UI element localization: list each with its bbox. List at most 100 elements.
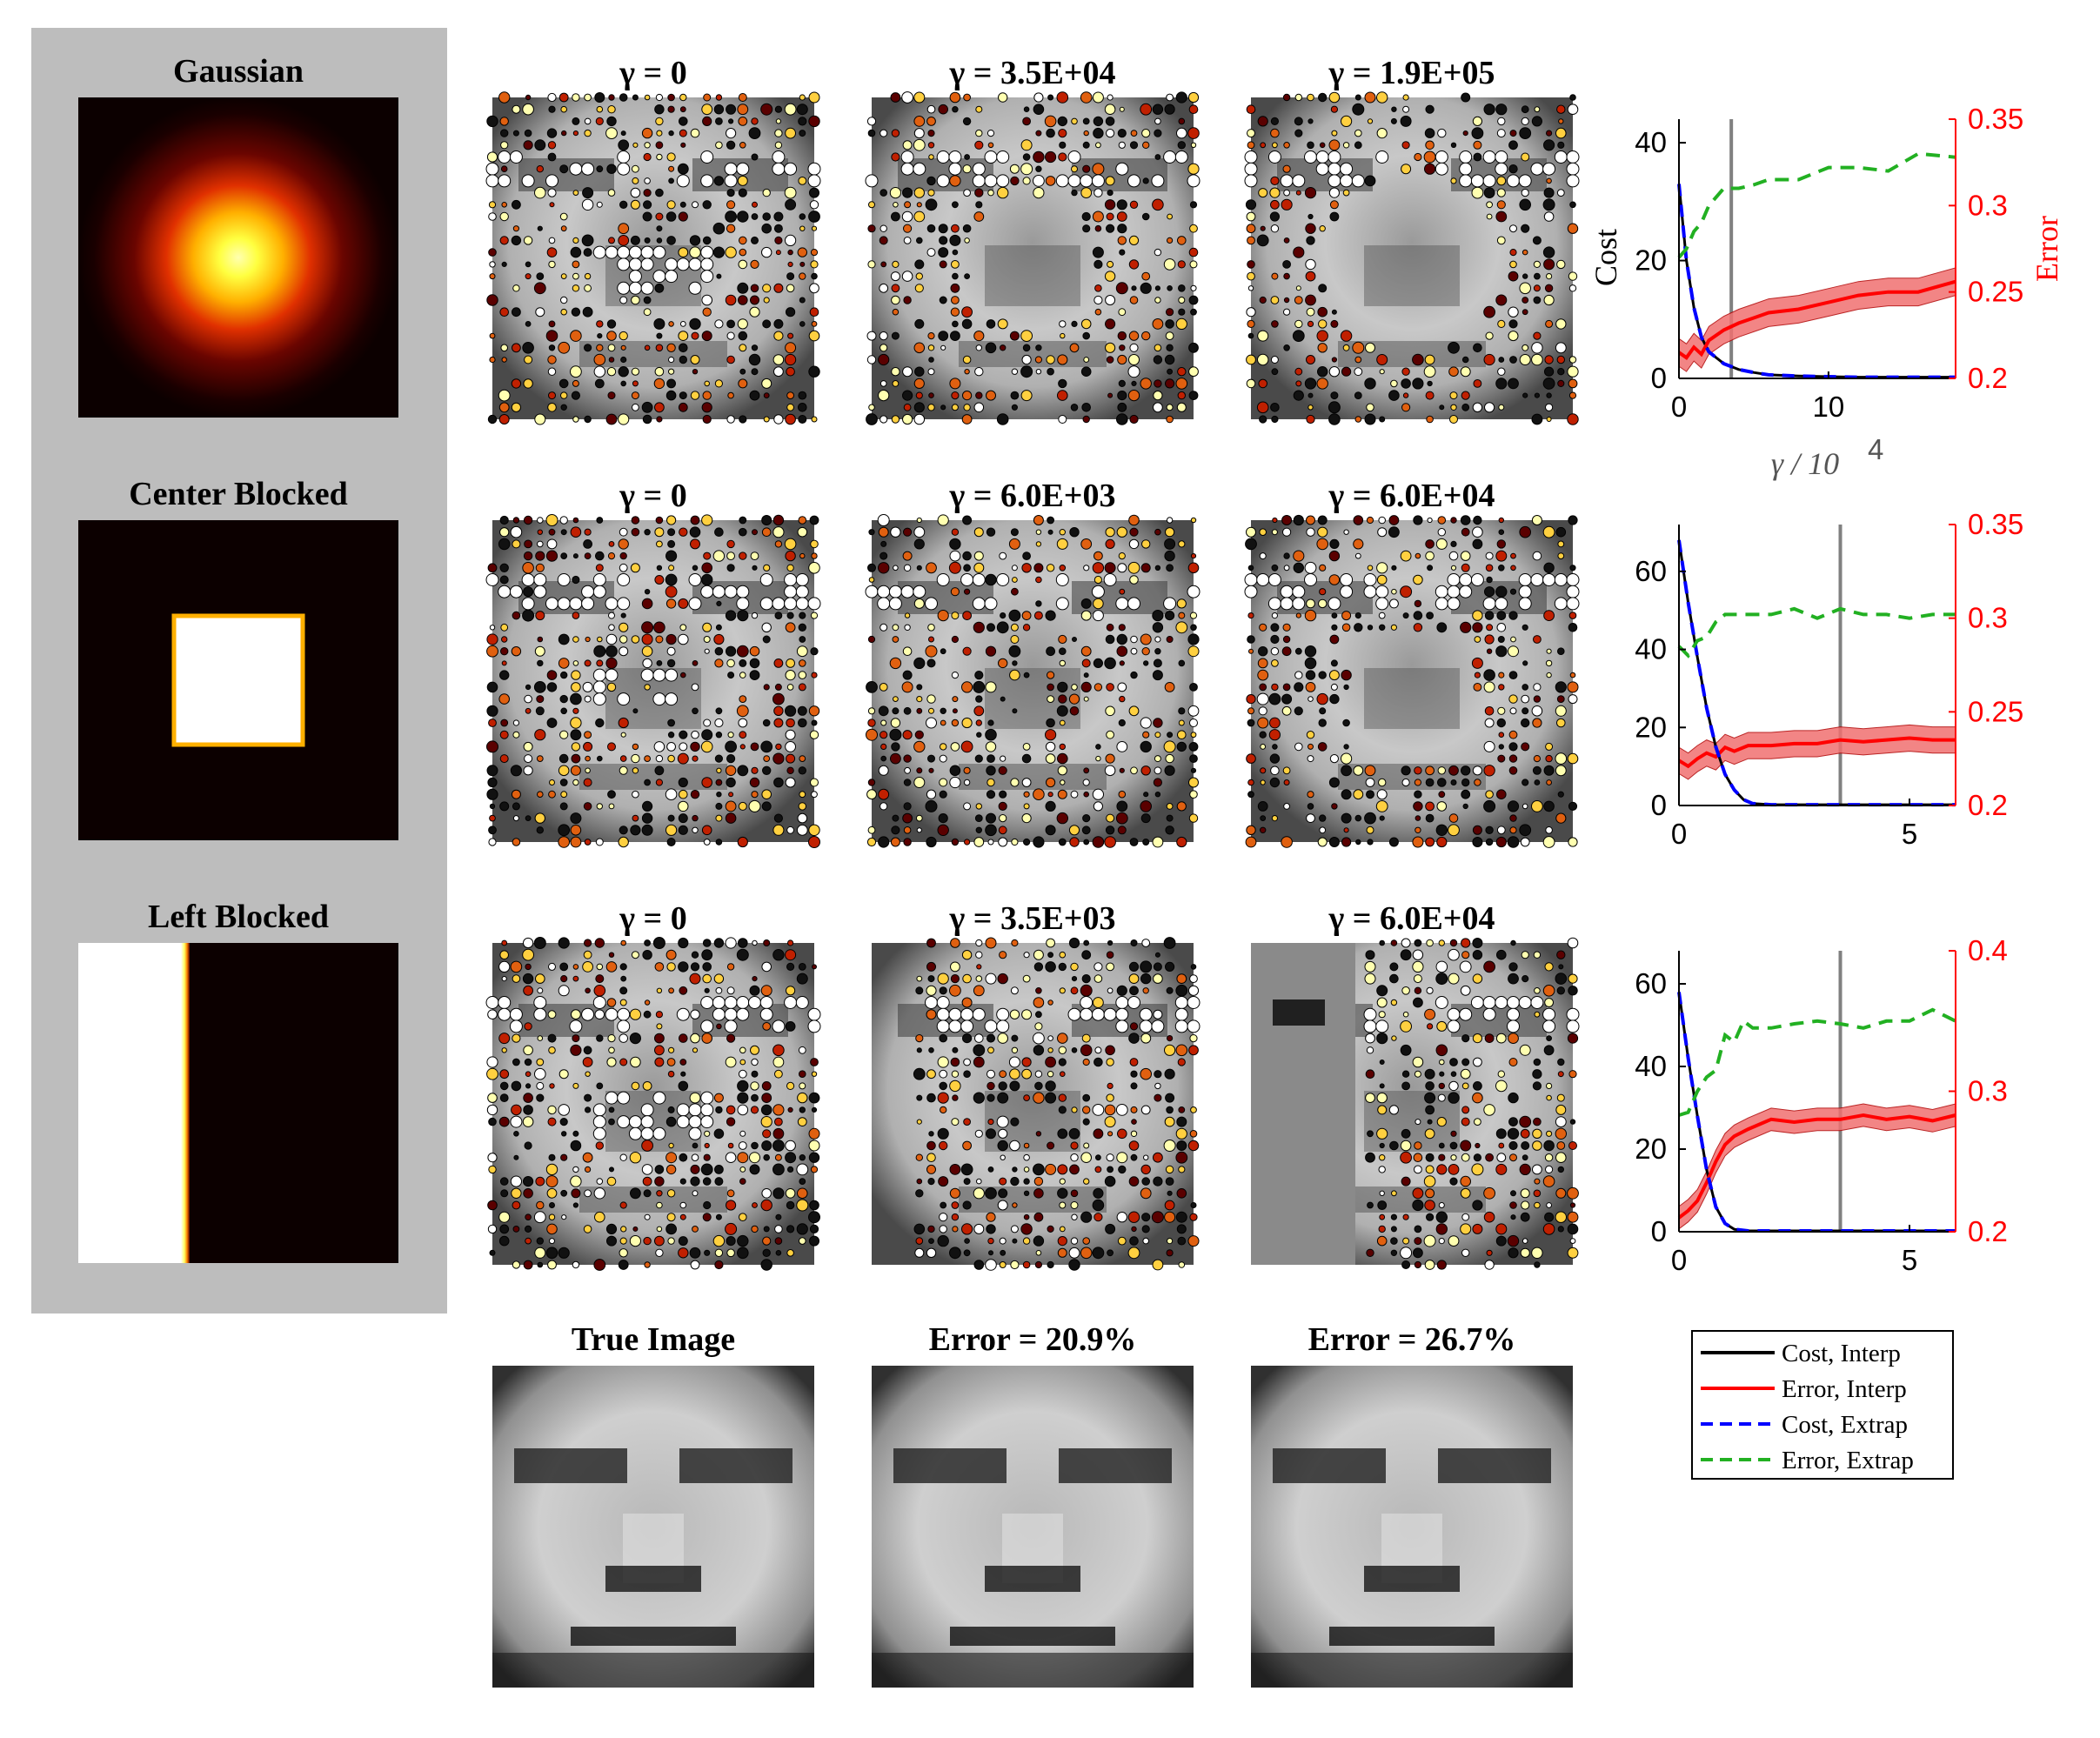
grid-dot [916, 684, 923, 691]
grid-dot [1000, 344, 1007, 351]
grid-dot [1507, 174, 1520, 188]
grid-dot [676, 1007, 690, 1021]
grid-dot [1154, 297, 1161, 304]
grid-dot [1167, 1238, 1174, 1245]
grid-dot [1069, 527, 1080, 538]
grid-dot [572, 130, 579, 137]
grid-dot [642, 414, 652, 424]
grid-dot [1461, 563, 1470, 572]
grid-dot [949, 234, 961, 246]
grid-dot [1094, 1166, 1102, 1173]
grid-dot [726, 1105, 736, 1115]
grid-dot [904, 766, 911, 774]
grid-dot [1543, 800, 1555, 812]
grid-dot [582, 1152, 593, 1163]
grid-dot [762, 765, 772, 775]
grid-dot [903, 403, 912, 411]
grid-dot [1566, 1007, 1580, 1021]
face-background [1251, 520, 1573, 842]
grid-dot [1319, 826, 1327, 834]
grid-dot [1472, 837, 1483, 847]
grid-dot [760, 1259, 772, 1271]
grid-dot [915, 814, 923, 822]
grid-dot [572, 272, 579, 280]
grid-dot [704, 648, 710, 654]
grid-dot [1154, 766, 1162, 775]
grid-dot [1082, 224, 1091, 233]
grid-dot [1556, 259, 1566, 270]
grid-dot [1094, 308, 1102, 316]
grid-dot [1316, 538, 1328, 551]
grid-dot [774, 236, 783, 244]
grid-dot [949, 1187, 961, 1199]
grid-dot [1486, 1249, 1493, 1256]
grid-dot [690, 538, 700, 550]
grid-dot [678, 633, 689, 645]
grid-dot [581, 597, 595, 611]
grid-dot [760, 1199, 772, 1212]
grid-dot [1118, 379, 1126, 387]
grid-dot [963, 93, 971, 102]
grid-dot [715, 732, 723, 739]
grid-dot [1116, 211, 1127, 222]
grid-dot [548, 962, 556, 971]
grid-dot [1534, 987, 1541, 994]
grid-dot [643, 296, 652, 304]
grid-dot [913, 378, 925, 389]
grid-dot [689, 246, 701, 258]
grid-dot [787, 261, 793, 267]
grid-dot [880, 540, 887, 547]
grid-dot [796, 104, 808, 116]
grid-dot [712, 1234, 726, 1247]
grid-dot [630, 1056, 641, 1068]
grid-dot [715, 814, 723, 822]
grid-dot [640, 257, 654, 271]
grid-dot [632, 767, 639, 774]
grid-dot [665, 633, 677, 645]
grid-dot [1414, 152, 1422, 162]
grid-dot [1316, 330, 1328, 342]
grid-dot [1307, 93, 1314, 102]
grid-dot [928, 767, 934, 773]
grid-dot [1271, 564, 1279, 572]
grid-dot [798, 516, 807, 525]
grid-dot [1129, 838, 1139, 846]
grid-dot [1496, 188, 1506, 197]
grid-dot [1270, 117, 1280, 125]
grid-dot [1448, 824, 1460, 837]
grid-dot [1093, 259, 1103, 269]
grid-dot [1424, 1128, 1435, 1140]
grid-dot [891, 331, 900, 340]
grid-dot [1154, 565, 1161, 571]
grid-dot [1269, 777, 1281, 788]
grid-dot [617, 150, 631, 164]
grid-dot [1190, 308, 1197, 316]
grid-dot [572, 636, 579, 643]
grid-dot [1152, 610, 1164, 622]
grid-dot [1343, 684, 1349, 691]
grid-dot [913, 740, 926, 753]
grid-dot [606, 331, 617, 341]
grid-dot [690, 391, 700, 400]
grid-dot [1318, 671, 1327, 679]
grid-dot [1448, 1092, 1460, 1104]
grid-dot [1045, 610, 1056, 621]
gaussian-blob [78, 97, 398, 418]
grid-dot [1546, 177, 1552, 184]
grid-dot [786, 766, 794, 774]
grid-dot [619, 93, 628, 102]
grid-dot [1388, 598, 1399, 609]
grid-dot [975, 695, 983, 703]
grid-dot [1117, 391, 1127, 401]
grid-dot [1482, 174, 1496, 188]
grid-dot [1142, 177, 1149, 184]
grid-dot [1508, 1092, 1519, 1104]
grid-dot [1402, 392, 1409, 398]
grid-dot [644, 237, 651, 244]
grid-dot [715, 117, 723, 125]
grid-dot [559, 802, 568, 811]
grid-dot [644, 1261, 651, 1268]
grid-dot [774, 129, 783, 137]
grid-dot [1461, 356, 1469, 364]
